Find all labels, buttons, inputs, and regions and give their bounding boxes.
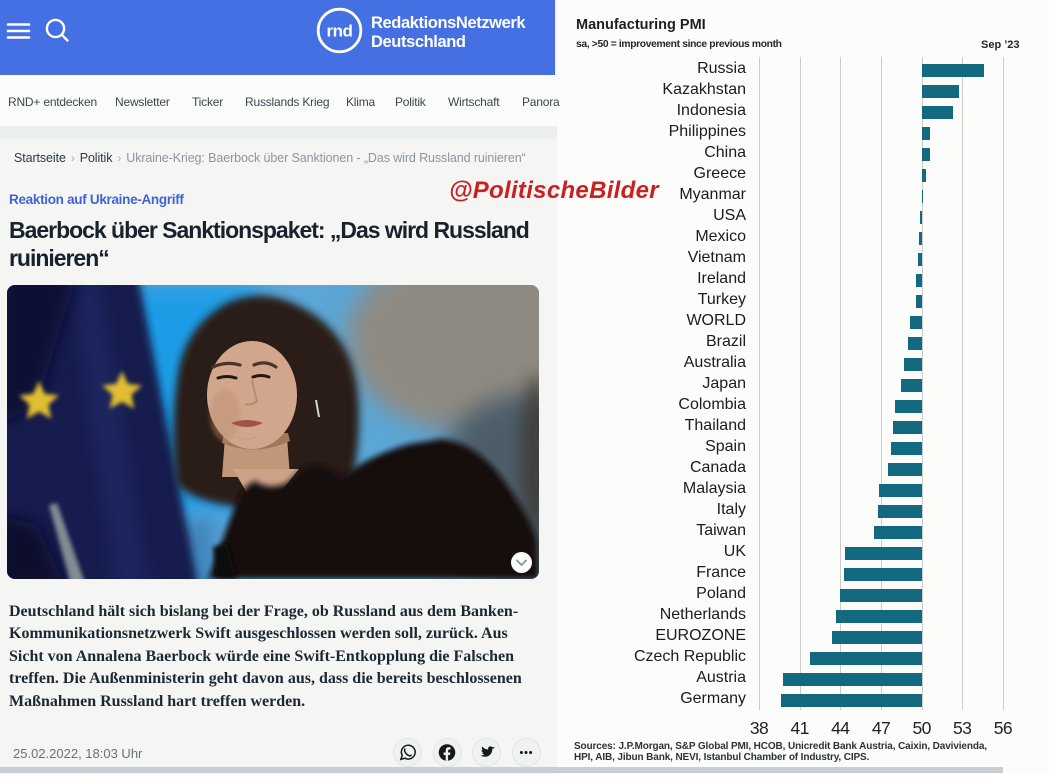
svg-text:rnd: rnd (327, 22, 353, 41)
svg-text:RedaktionsNetzwerk: RedaktionsNetzwerk (371, 14, 526, 32)
svg-text:Deutschland: Deutschland (371, 33, 466, 51)
